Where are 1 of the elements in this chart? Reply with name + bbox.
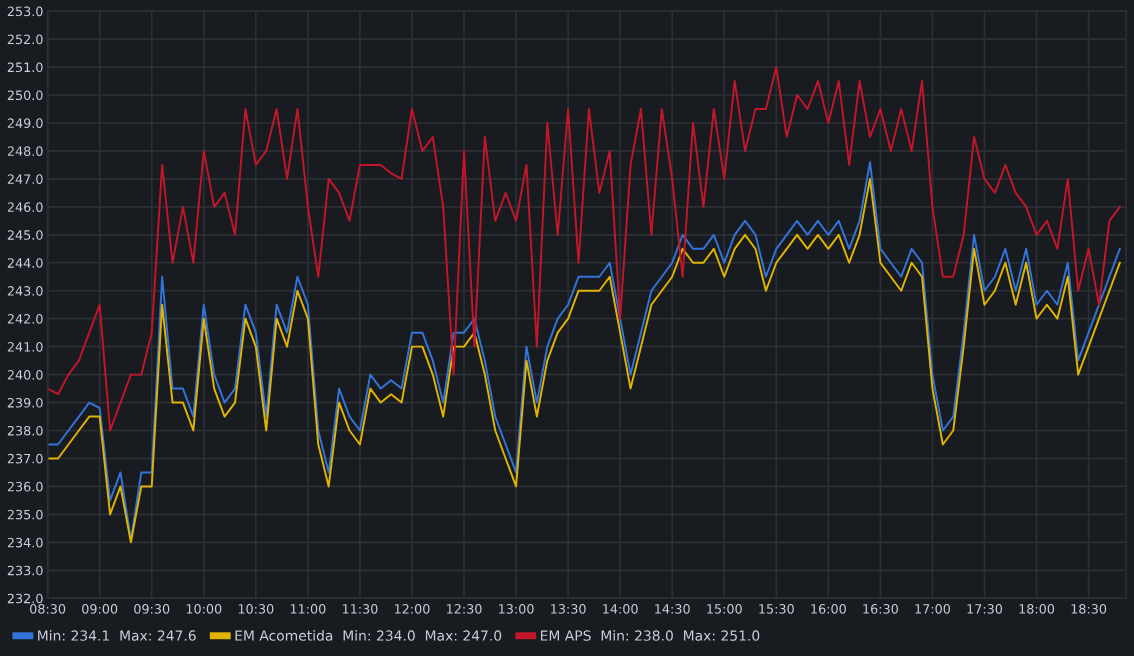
line-series [47, 66, 1121, 432]
